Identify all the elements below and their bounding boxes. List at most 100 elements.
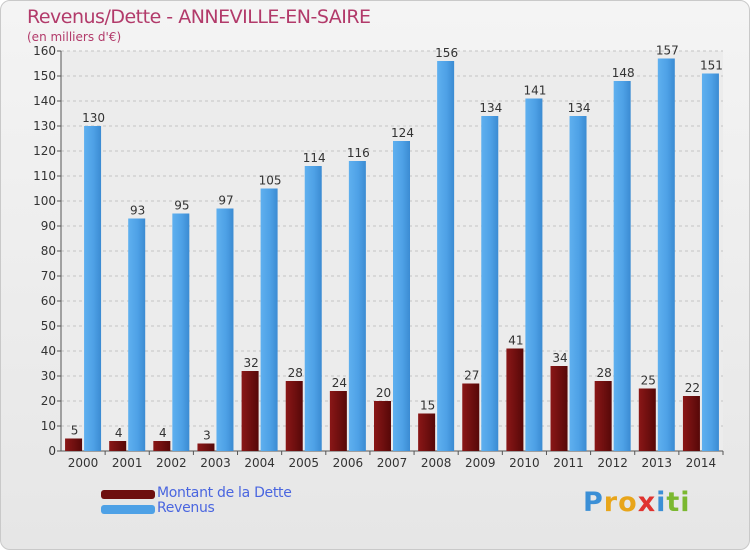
x-tick-label: 2014 xyxy=(686,456,717,470)
x-tick-label: 2010 xyxy=(509,456,540,470)
bar-dette xyxy=(550,366,568,451)
x-tick-label: 2001 xyxy=(112,456,143,470)
bar-revenus xyxy=(216,208,234,451)
data-label-revenus: 151 xyxy=(700,59,723,73)
data-label-revenus: 141 xyxy=(523,84,546,98)
data-label-dette: 27 xyxy=(464,369,479,383)
bar-revenus xyxy=(437,61,455,451)
bar-revenus xyxy=(701,73,719,451)
bar-dette xyxy=(65,438,83,451)
legend-label-dette: Montant de la Dette xyxy=(157,485,292,501)
y-tick-label: 130 xyxy=(33,119,56,133)
y-tick-label: 150 xyxy=(33,69,56,83)
bar-revenus xyxy=(128,218,146,451)
bar-revenus xyxy=(172,213,190,451)
legend-swatch-dette xyxy=(101,490,155,499)
bar-dette xyxy=(153,441,171,451)
bar-dette xyxy=(197,443,215,451)
x-tick-label: 2008 xyxy=(421,456,452,470)
bar-dette xyxy=(594,381,612,451)
bar-dette xyxy=(241,371,259,451)
data-label-dette: 5 xyxy=(71,424,79,438)
bar-dette xyxy=(462,383,480,451)
data-label-revenus: 134 xyxy=(479,101,502,115)
y-tick-label: 10 xyxy=(41,419,56,433)
logo-letter: P xyxy=(583,487,604,518)
bar-dette xyxy=(418,413,436,451)
y-tick-label: 50 xyxy=(41,319,56,333)
x-tick-label: 2000 xyxy=(68,456,99,470)
data-label-dette: 20 xyxy=(376,386,391,400)
data-label-dette: 41 xyxy=(508,334,523,348)
bar-revenus xyxy=(613,81,631,451)
bar-revenus xyxy=(569,116,587,451)
y-tick-label: 70 xyxy=(41,269,56,283)
y-tick-label: 30 xyxy=(41,369,56,383)
y-tick-label: 160 xyxy=(33,44,56,58)
y-tick-label: 40 xyxy=(41,344,56,358)
legend-swatch-revenus xyxy=(101,505,155,514)
x-tick-label: 2003 xyxy=(200,456,231,470)
data-label-revenus: 93 xyxy=(130,204,145,218)
data-label-dette: 32 xyxy=(243,356,258,370)
data-label-revenus: 134 xyxy=(568,101,591,115)
x-tick-label: 2006 xyxy=(333,456,364,470)
logo-letter: t xyxy=(666,487,681,518)
bar-revenus xyxy=(525,98,543,451)
bar-revenus xyxy=(84,126,102,451)
y-tick-label: 90 xyxy=(41,219,56,233)
y-tick-label: 0 xyxy=(48,444,56,458)
x-tick-label: 2011 xyxy=(553,456,584,470)
logo-letter: x xyxy=(637,487,657,518)
data-label-dette: 24 xyxy=(332,376,347,390)
x-tick-label: 2009 xyxy=(465,456,496,470)
y-tick-label: 80 xyxy=(41,244,56,258)
data-label-dette: 4 xyxy=(159,426,167,440)
y-tick-label: 100 xyxy=(33,194,56,208)
bar-dette xyxy=(285,381,303,451)
data-label-dette: 34 xyxy=(552,351,567,365)
logo-letter: i xyxy=(656,487,667,518)
x-tick-label: 2007 xyxy=(377,456,408,470)
bar-revenus xyxy=(481,116,499,451)
data-label-dette: 28 xyxy=(288,366,303,380)
data-label-revenus: 156 xyxy=(435,46,458,60)
logo-letter: r xyxy=(603,487,619,518)
y-tick-label: 140 xyxy=(33,94,56,108)
bar-dette xyxy=(682,396,700,451)
data-label-revenus: 114 xyxy=(303,151,326,165)
x-tick-label: 2013 xyxy=(642,456,673,470)
data-label-dette: 25 xyxy=(641,374,656,388)
y-tick-label: 60 xyxy=(41,294,56,308)
x-tick-label: 2004 xyxy=(244,456,275,470)
data-label-revenus: 105 xyxy=(259,174,282,188)
logo-letter: o xyxy=(618,487,638,518)
x-tick-label: 2002 xyxy=(156,456,187,470)
bar-revenus xyxy=(348,161,366,451)
bar-dette xyxy=(374,401,391,451)
data-label-revenus: 148 xyxy=(612,66,635,80)
bar-dette xyxy=(638,388,656,451)
logo-letter: i xyxy=(680,487,691,518)
x-tick-label: 2005 xyxy=(288,456,319,470)
bar-revenus xyxy=(657,58,675,451)
data-label-revenus: 124 xyxy=(391,126,414,140)
legend-label-revenus: Revenus xyxy=(157,500,215,516)
data-label-dette: 3 xyxy=(203,429,211,443)
y-tick-label: 20 xyxy=(41,394,56,408)
data-label-revenus: 116 xyxy=(347,146,370,160)
bar-dette xyxy=(506,348,524,451)
proxiti-logo: Proxiti xyxy=(583,487,691,518)
data-label-revenus: 97 xyxy=(218,194,233,208)
x-tick-label: 2012 xyxy=(597,456,628,470)
data-label-dette: 22 xyxy=(685,381,700,395)
data-label-revenus: 95 xyxy=(174,199,189,213)
chart-title: Revenus/Dette - ANNEVILLE-EN-SAIRE xyxy=(27,6,371,28)
bar-dette xyxy=(109,441,127,451)
chart-subtitle: (en milliers d'€) xyxy=(27,30,122,44)
data-label-revenus: 130 xyxy=(82,111,105,125)
bar-revenus xyxy=(260,188,278,451)
y-tick-label: 110 xyxy=(33,169,56,183)
data-label-dette: 4 xyxy=(115,426,123,440)
